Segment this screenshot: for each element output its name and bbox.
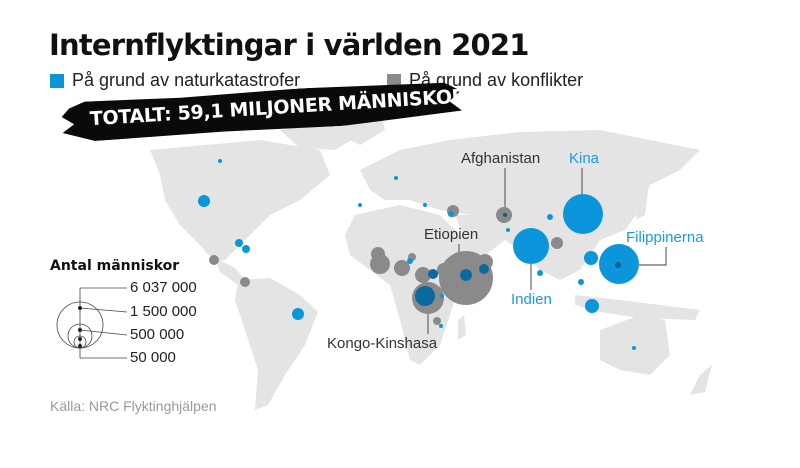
blue-square-icon bbox=[50, 73, 64, 88]
size-legend-value: 1 500 000 bbox=[130, 303, 197, 320]
size-legend-value: 6 037 000 bbox=[130, 279, 197, 296]
center-dots bbox=[503, 213, 621, 268]
size-legend-value: 500 000 bbox=[130, 326, 185, 343]
label-etiopien: Etiopien bbox=[424, 226, 479, 243]
label-kina: Kina bbox=[569, 150, 600, 167]
size-legend-dots bbox=[78, 306, 82, 348]
size-legend-title: Antal människor bbox=[50, 258, 180, 274]
label-kongo-kinshasa: Kongo-Kinshasa bbox=[327, 335, 438, 352]
legend-label: På grund av konflikter bbox=[409, 70, 584, 90]
leader-lines bbox=[427, 168, 667, 334]
page-title: Internflyktingar i världen 2021 bbox=[49, 28, 529, 62]
legend-conflicts: På grund av konflikter bbox=[387, 70, 583, 91]
size-legend-graphic bbox=[56, 287, 128, 359]
label-filippinerna: Filippinerna bbox=[626, 229, 704, 246]
grey-square-icon bbox=[387, 73, 401, 88]
label-indien: Indien bbox=[511, 291, 552, 308]
size-legend-value: 50 000 bbox=[130, 349, 176, 366]
land bbox=[150, 108, 712, 410]
legend-label: På grund av naturkatastrofer bbox=[72, 70, 301, 90]
label-afghanistan: Afghanistan bbox=[461, 150, 541, 167]
source-note: Källa: NRC Flyktinghjälpen bbox=[50, 398, 217, 414]
disaster-bubbles bbox=[198, 159, 639, 350]
legend-disasters: På grund av naturkatastrofer bbox=[50, 70, 300, 91]
